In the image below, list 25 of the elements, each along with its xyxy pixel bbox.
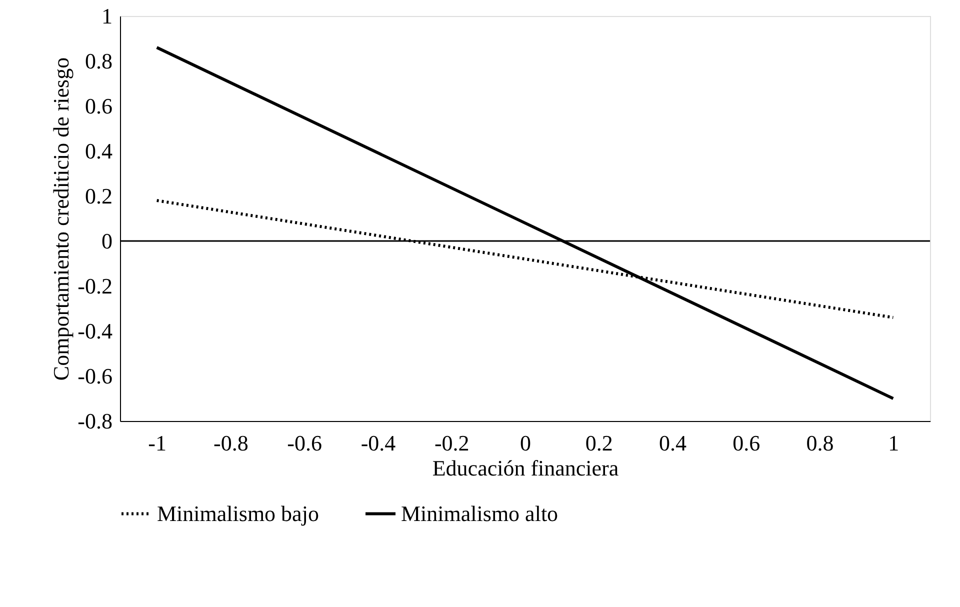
x-tick-label: -0.6 — [287, 430, 322, 456]
y-axis-title: Comportamiento crediticio de riesgo — [48, 57, 74, 381]
legend-label: Minimalismo alto — [401, 500, 558, 526]
x-tick-label: -0.4 — [360, 430, 396, 456]
y-tick-label: 0.2 — [85, 184, 112, 208]
x-tick-label: -0.8 — [214, 430, 248, 456]
x-tick-label: 0.6 — [732, 430, 760, 456]
x-tick-label: -1 — [148, 430, 166, 456]
x-axis-title: Educación financiera — [432, 456, 619, 480]
y-tick-label: 0.4 — [85, 138, 112, 164]
x-tick-label: 0 — [520, 430, 531, 456]
x-tick-label: 1 — [888, 430, 900, 456]
y-tick-label: 0.6 — [85, 94, 112, 118]
x-tick-label: -0.2 — [434, 430, 470, 456]
y-tick-label: -0.4 — [78, 318, 112, 344]
y-tick-label: -0.6 — [78, 364, 112, 388]
x-tick-label: 0.4 — [659, 430, 687, 456]
y-tick-label: 0 — [102, 228, 112, 254]
x-tick-label: 0.8 — [806, 430, 834, 456]
y-tick-label: 1 — [102, 4, 112, 28]
y-tick-label: -0.2 — [78, 274, 112, 298]
legend-label: Minimalismo bajo — [157, 500, 319, 526]
y-tick-label: -0.8 — [78, 408, 112, 434]
y-tick-label: 0.8 — [85, 48, 112, 74]
x-tick-label: 0.2 — [585, 430, 613, 456]
